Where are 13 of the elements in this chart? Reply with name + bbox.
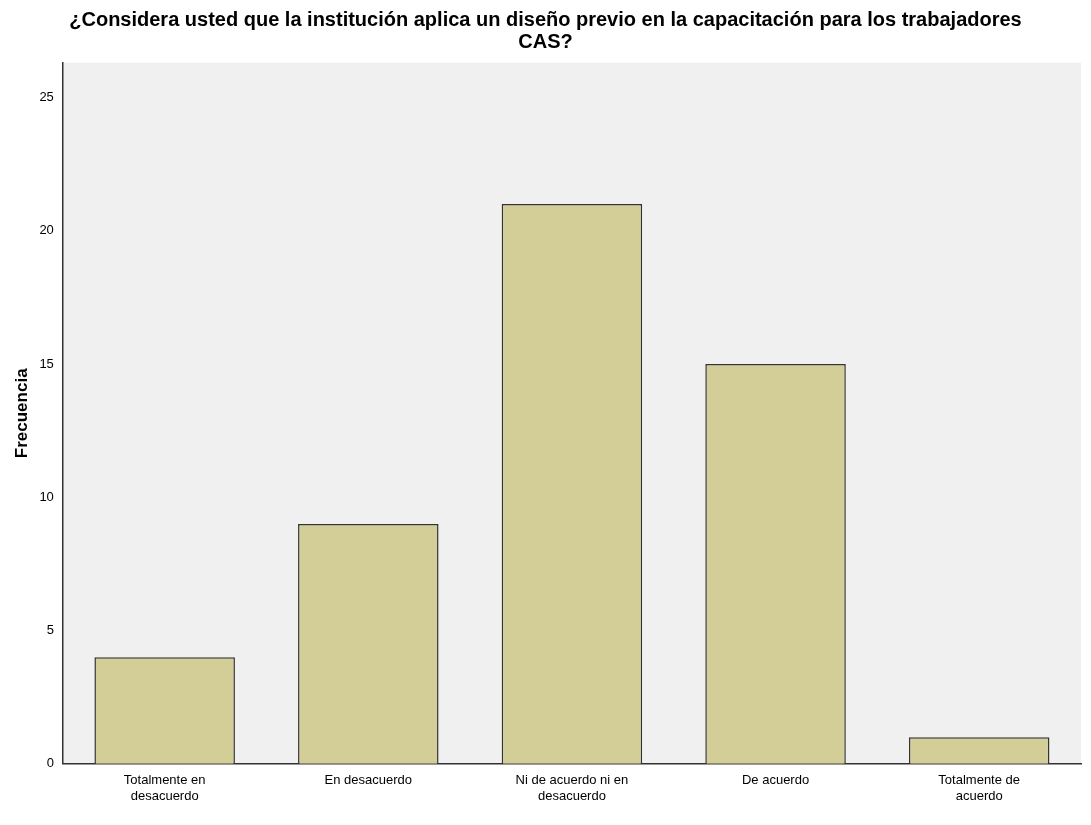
x-tick-label: Totalmente en desacuerdo bbox=[123, 772, 206, 803]
x-tick-label: De acuerdo bbox=[741, 772, 810, 788]
y-axis-title: Frecuencia bbox=[11, 367, 31, 459]
y-tick-label: 10 bbox=[39, 488, 54, 504]
y-tick-label: 20 bbox=[39, 222, 54, 238]
x-tick-label: En desacuerdo bbox=[324, 772, 413, 788]
y-tick-label: 25 bbox=[39, 89, 54, 105]
y-tick-label: 0 bbox=[46, 755, 54, 771]
chart-title: ¿Considera usted que la institución aplica un diseño previo en la capacitación para los trabajadores CAS? bbox=[68, 8, 1023, 52]
y-tick-label: 15 bbox=[39, 355, 54, 371]
x-tick-label: Totalmente de acuerdo bbox=[938, 772, 1021, 803]
y-tick-label: 5 bbox=[46, 622, 54, 638]
x-tick-label: Ni de acuerdo ni en desacuerdo bbox=[515, 772, 629, 803]
